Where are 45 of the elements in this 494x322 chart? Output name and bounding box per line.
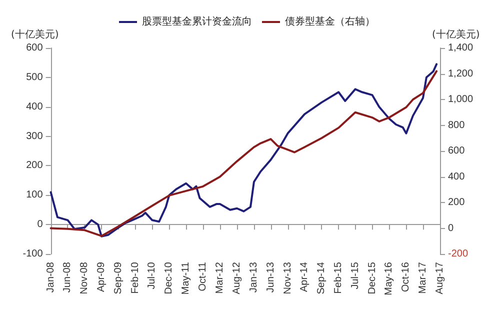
- y2-tick-label: 600: [448, 146, 466, 156]
- y2-tick-label: 1,400: [448, 42, 474, 54]
- x-tick-label: Aug-12: [231, 262, 242, 294]
- x-tick-label: Apr-14: [299, 262, 310, 292]
- y2-tick-label: -200: [448, 248, 468, 260]
- x-tick-label: Mar-12: [214, 262, 226, 294]
- y-tick-label: 500: [26, 72, 44, 83]
- x-tick-label: Nov-13: [282, 262, 294, 294]
- x-tick-label: May-16: [384, 262, 395, 296]
- x-tick-label: Jan-08: [45, 262, 56, 293]
- y2-axis-title: (十亿美元): [432, 28, 480, 40]
- y-tick-label: 0: [37, 219, 44, 230]
- y-tick-label: 100: [26, 190, 44, 201]
- x-tick-label: May-11: [180, 262, 192, 295]
- x-tick-label: Oct-16: [400, 262, 412, 292]
- x-tick-label: Jul-15: [350, 262, 361, 290]
- y2-tick-label: 800: [448, 120, 466, 131]
- y-tick-label: 600: [26, 42, 44, 54]
- y2-tick-label: 200: [448, 197, 466, 208]
- x-tick-label: Apr-09: [96, 262, 108, 292]
- y-tick-label: 400: [26, 101, 44, 112]
- x-tick-label: Mar-17: [417, 262, 428, 294]
- x-tick-label: Feb-10: [130, 262, 142, 294]
- x-tick-label: Sep-09: [113, 262, 124, 294]
- x-tick-label: Nov-08: [79, 262, 90, 294]
- x-tick-label: Dec-10: [164, 262, 175, 294]
- x-tick-label: Jan-13: [248, 262, 260, 293]
- x-tick-label: Feb-15: [333, 262, 344, 294]
- x-tick-label: Jul-10: [146, 262, 158, 290]
- y-tick-label: -100: [22, 248, 44, 260]
- x-tick-label: Aug-17: [434, 262, 446, 294]
- y2-tick-label: 1,200: [448, 68, 474, 80]
- y2-tick-label: 1,000: [448, 94, 474, 105]
- x-tick-label: Jun-13: [265, 262, 276, 293]
- y-axis-title: (十亿美元): [10, 28, 59, 40]
- x-tick-label: Dec-15: [366, 262, 378, 294]
- y-tick-label: 300: [26, 130, 44, 142]
- y2-tick-label: 0: [448, 222, 454, 234]
- y-tick-label: 200: [26, 160, 44, 172]
- x-tick-label: Sep-14: [316, 262, 328, 294]
- x-tick-label: Jun-08: [62, 262, 74, 293]
- y2-tick-label: 400: [448, 171, 466, 182]
- legend-label: 股票型基金累计资金流向: [142, 16, 252, 28]
- x-tick-label: Oct-11: [198, 262, 209, 292]
- legend-label: 债券型基金（右轴）: [285, 16, 375, 28]
